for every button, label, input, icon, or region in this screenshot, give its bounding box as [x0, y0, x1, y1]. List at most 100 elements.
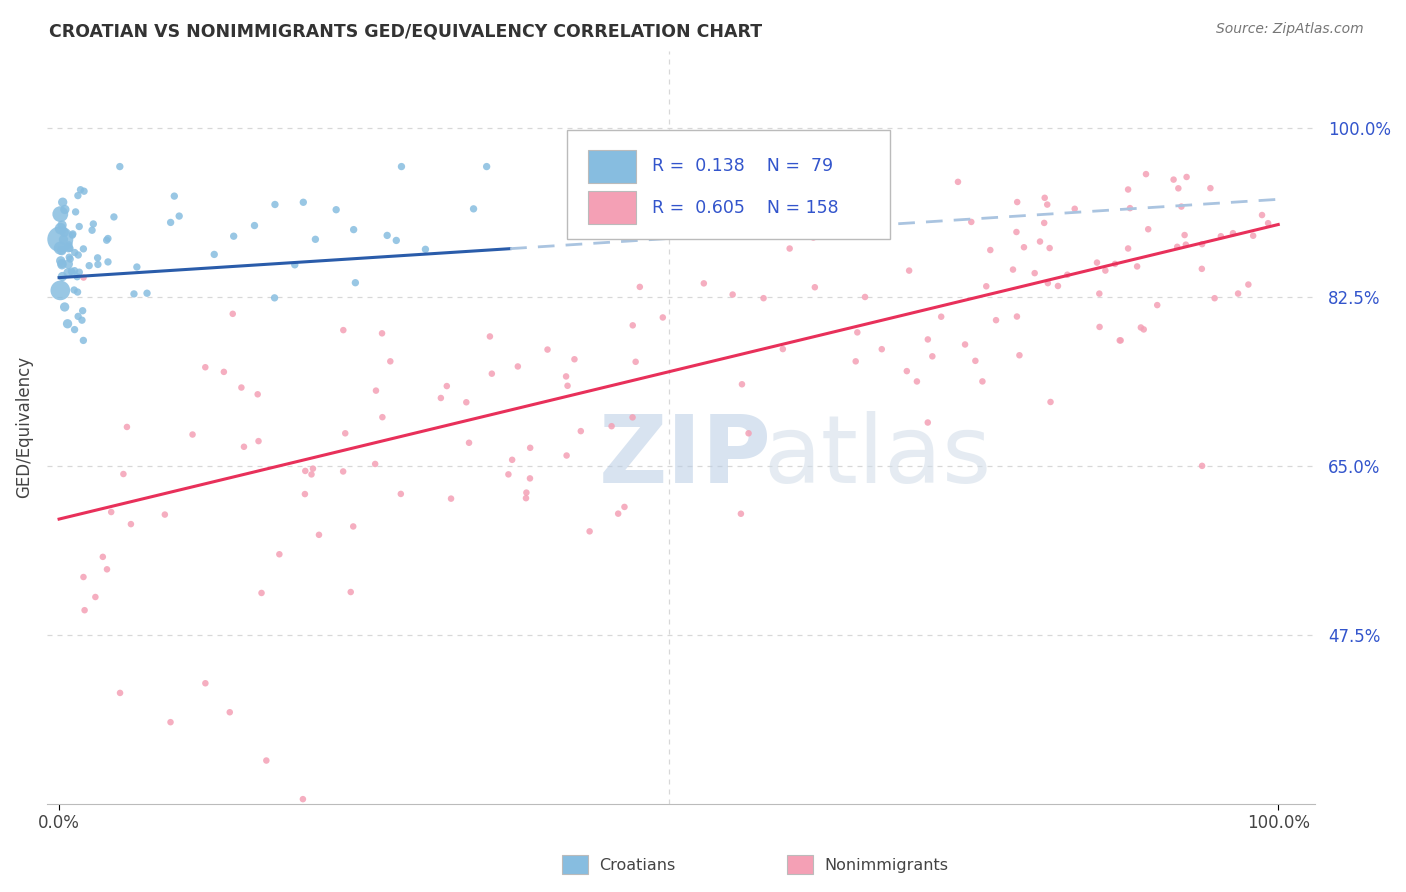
- Point: [1104, 257, 1126, 271]
- Point: [222, 229, 245, 244]
- Point: [515, 485, 537, 500]
- Text: R =  0.605    N = 158: R = 0.605 N = 158: [652, 199, 838, 217]
- Point: [693, 277, 716, 291]
- Point: [87, 257, 110, 271]
- Point: [569, 424, 592, 438]
- Point: [67, 310, 90, 324]
- Point: [536, 343, 558, 357]
- Point: [181, 427, 204, 442]
- Point: [475, 160, 498, 174]
- Point: [250, 586, 273, 600]
- Point: [872, 152, 894, 166]
- Point: [103, 210, 125, 224]
- Point: [946, 175, 969, 189]
- Point: [344, 276, 367, 290]
- Point: [308, 528, 330, 542]
- Point: [108, 686, 131, 700]
- Point: [82, 217, 104, 231]
- Point: [263, 291, 285, 305]
- Point: [1036, 276, 1059, 290]
- Point: [415, 242, 437, 256]
- Point: [112, 467, 135, 481]
- Point: [1222, 226, 1244, 240]
- Point: [364, 860, 387, 874]
- Point: [1227, 286, 1250, 301]
- FancyBboxPatch shape: [567, 129, 890, 239]
- Text: atlas: atlas: [763, 411, 991, 503]
- Point: [159, 715, 181, 730]
- Text: ZIP: ZIP: [599, 411, 772, 503]
- Point: [52, 195, 75, 210]
- Point: [97, 231, 120, 245]
- Point: [125, 260, 148, 274]
- Point: [1029, 235, 1052, 249]
- Point: [1056, 268, 1078, 282]
- Point: [1163, 172, 1185, 186]
- Point: [60, 228, 83, 243]
- Point: [202, 247, 225, 261]
- Point: [1039, 395, 1062, 409]
- Point: [721, 287, 744, 301]
- Point: [458, 435, 481, 450]
- Point: [737, 426, 759, 441]
- Point: [153, 508, 176, 522]
- Point: [59, 242, 82, 256]
- Point: [66, 269, 89, 284]
- Point: [63, 245, 86, 260]
- Point: [284, 258, 307, 272]
- Point: [1237, 277, 1260, 292]
- Point: [960, 215, 983, 229]
- Point: [1046, 279, 1069, 293]
- Point: [53, 226, 76, 240]
- Point: [1132, 322, 1154, 336]
- Point: [231, 380, 253, 394]
- Point: [72, 242, 94, 256]
- Point: [84, 590, 107, 604]
- Point: [1191, 458, 1213, 473]
- Point: [478, 329, 501, 343]
- Point: [1129, 320, 1152, 334]
- Point: [1119, 201, 1142, 215]
- Point: [456, 395, 478, 409]
- Point: [1039, 241, 1062, 255]
- Point: [218, 705, 240, 719]
- Point: [965, 354, 987, 368]
- Point: [1175, 169, 1198, 184]
- Point: [870, 342, 893, 356]
- Point: [72, 270, 94, 285]
- Point: [501, 452, 523, 467]
- Point: [49, 207, 72, 221]
- Point: [917, 333, 939, 347]
- Point: [292, 195, 315, 210]
- Point: [1146, 298, 1168, 312]
- Point: [1251, 208, 1274, 222]
- Point: [845, 354, 868, 368]
- Point: [65, 205, 87, 219]
- Point: [624, 355, 647, 369]
- Point: [391, 160, 413, 174]
- Point: [1209, 229, 1232, 244]
- Point: [49, 232, 72, 246]
- Point: [389, 487, 412, 501]
- Point: [49, 253, 72, 268]
- Point: [853, 290, 876, 304]
- Point: [339, 585, 361, 599]
- Point: [63, 263, 86, 277]
- Point: [557, 378, 579, 392]
- Point: [194, 676, 217, 690]
- Point: [1012, 240, 1035, 254]
- Bar: [588, 191, 637, 225]
- Point: [519, 441, 541, 455]
- Point: [371, 326, 394, 341]
- Point: [564, 352, 586, 367]
- Point: [52, 233, 75, 247]
- Point: [58, 257, 80, 271]
- Point: [1174, 237, 1197, 252]
- Point: [1085, 255, 1108, 269]
- Point: [1204, 291, 1226, 305]
- Point: [972, 375, 994, 389]
- Point: [1036, 197, 1059, 211]
- Point: [1005, 225, 1028, 239]
- Point: [302, 461, 325, 475]
- Point: [613, 500, 636, 514]
